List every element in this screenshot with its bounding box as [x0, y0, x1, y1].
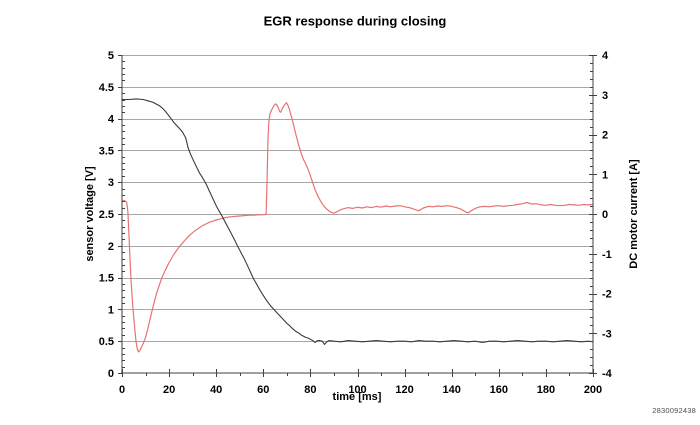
current-curve	[121, 102, 594, 353]
y-right-tick-label: 3	[602, 90, 608, 102]
y-right-tick-label: 0	[602, 209, 608, 221]
y-left-tick-label: 3	[108, 177, 114, 189]
y-left-tick-label: 0.5	[99, 336, 114, 348]
y-right-tick-label: -1	[602, 249, 612, 261]
y-left-tick-label: 4.5	[99, 82, 114, 94]
x-tick-label: 60	[257, 384, 269, 396]
y-left-tick-label: 2.5	[99, 209, 114, 221]
x-tick-label: 0	[119, 384, 125, 396]
y-right-tick-label: -4	[602, 368, 613, 380]
y-left-tick-label: 3.5	[99, 145, 114, 157]
x-tick-label: 120	[395, 384, 413, 396]
x-tick-label: 40	[210, 384, 222, 396]
chart-title: EGR response during closing	[263, 13, 447, 29]
voltage-curve	[121, 98, 594, 345]
document-id: 2830092438	[652, 406, 696, 415]
y-right-tick-label: -3	[602, 328, 612, 340]
x-tick-label: 180	[537, 384, 555, 396]
x-tick-label: 160	[490, 384, 508, 396]
y-right-tick-label: 2	[602, 130, 608, 142]
y-right-tick-label: 1	[602, 169, 608, 181]
y-left-tick-label: 4	[108, 114, 115, 126]
y-left-tick-label: 1	[108, 304, 114, 316]
y-right-tick-label: -2	[602, 289, 612, 301]
x-axis-title: time [ms]	[332, 391, 382, 403]
x-tick-label: 200	[584, 384, 602, 396]
x-tick-label: 20	[163, 384, 175, 396]
x-tick-label: 140	[443, 384, 461, 396]
y-left-tick-label: 2	[108, 241, 114, 253]
y-left-tick-label: 1.5	[99, 273, 114, 285]
x-tick-label: 100	[348, 384, 366, 396]
x-tick-label: 80	[304, 384, 316, 396]
y-left-tick-label: 0	[108, 368, 114, 380]
y-right-tick-label: 4	[602, 50, 609, 62]
y-left-tick-label: 5	[108, 50, 114, 62]
